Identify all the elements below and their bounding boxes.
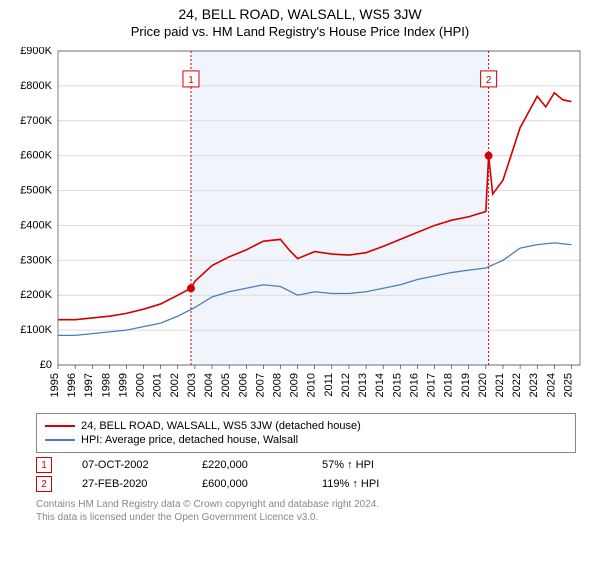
transaction-marker: 1	[36, 457, 52, 473]
svg-text:2008: 2008	[271, 373, 283, 397]
transaction-date: 27-FEB-2020	[82, 478, 172, 490]
svg-text:2017: 2017	[426, 373, 438, 397]
svg-text:2012: 2012	[340, 373, 352, 397]
svg-text:£700K: £700K	[20, 115, 52, 127]
svg-text:£100K: £100K	[20, 324, 52, 336]
svg-text:2014: 2014	[374, 373, 386, 397]
svg-text:2021: 2021	[494, 373, 506, 397]
transaction-row: 1 07-OCT-2002 £220,000 57% ↑ HPI	[36, 457, 576, 473]
legend-row: HPI: Average price, detached house, Wals…	[45, 434, 567, 446]
transaction-price: £600,000	[202, 478, 292, 490]
svg-text:2016: 2016	[408, 373, 420, 397]
legend-swatch	[45, 425, 75, 427]
svg-text:2002: 2002	[169, 373, 181, 397]
svg-text:2011: 2011	[323, 373, 335, 397]
svg-text:2009: 2009	[289, 373, 301, 397]
svg-text:£300K: £300K	[20, 254, 52, 266]
svg-text:2003: 2003	[186, 373, 198, 397]
legend-row: 24, BELL ROAD, WALSALL, WS5 3JW (detache…	[45, 420, 567, 432]
svg-text:2013: 2013	[357, 373, 369, 397]
svg-text:£0: £0	[40, 359, 52, 371]
transaction-row: 2 27-FEB-2020 £600,000 119% ↑ HPI	[36, 476, 576, 492]
svg-text:1: 1	[188, 75, 194, 86]
svg-text:2005: 2005	[220, 373, 232, 397]
transaction-marker: 2	[36, 476, 52, 492]
legend-box: 24, BELL ROAD, WALSALL, WS5 3JW (detache…	[36, 413, 576, 453]
footer-line-2: This data is licensed under the Open Gov…	[36, 511, 576, 524]
svg-text:2004: 2004	[203, 373, 215, 397]
chart-svg: £0 £100K £200K £300K £400K £500K £600K £700K £80…	[10, 47, 590, 407]
svg-text:1999: 1999	[117, 373, 129, 397]
svg-text:2007: 2007	[254, 373, 266, 397]
svg-text:2010: 2010	[306, 373, 318, 397]
svg-text:2000: 2000	[135, 373, 147, 397]
svg-text:£900K: £900K	[20, 47, 52, 57]
legend-label: 24, BELL ROAD, WALSALL, WS5 3JW (detache…	[81, 420, 361, 432]
page-subtitle: Price paid vs. HM Land Registry's House …	[0, 24, 600, 39]
svg-text:1996: 1996	[66, 373, 78, 397]
svg-text:1995: 1995	[49, 373, 61, 397]
svg-text:2023: 2023	[528, 373, 540, 397]
transaction-date: 07-OCT-2002	[82, 459, 172, 471]
svg-text:2025: 2025	[562, 373, 574, 397]
svg-text:£500K: £500K	[20, 185, 52, 197]
svg-text:1998: 1998	[100, 373, 112, 397]
footer-line-1: Contains HM Land Registry data © Crown c…	[36, 498, 576, 511]
svg-text:2015: 2015	[391, 373, 403, 397]
svg-text:£600K: £600K	[20, 150, 52, 162]
svg-text:2024: 2024	[545, 373, 557, 397]
svg-text:2020: 2020	[477, 373, 489, 397]
svg-text:2: 2	[486, 75, 492, 86]
footer-attribution: Contains HM Land Registry data © Crown c…	[36, 498, 576, 524]
transaction-delta: 119% ↑ HPI	[322, 478, 412, 490]
legend-label: HPI: Average price, detached house, Wals…	[81, 434, 298, 446]
svg-text:2006: 2006	[237, 373, 249, 397]
price-chart: £0 £100K £200K £300K £400K £500K £600K £700K £80…	[10, 47, 590, 407]
svg-text:2022: 2022	[511, 373, 523, 397]
transaction-delta: 57% ↑ HPI	[322, 459, 412, 471]
transaction-price: £220,000	[202, 459, 292, 471]
transaction-table: 1 07-OCT-2002 £220,000 57% ↑ HPI 2 27-FEB-202…	[36, 457, 576, 492]
svg-text:2018: 2018	[443, 373, 455, 397]
svg-text:2001: 2001	[152, 373, 164, 397]
svg-text:£800K: £800K	[20, 80, 52, 92]
svg-text:2019: 2019	[460, 373, 472, 397]
legend-swatch	[45, 439, 75, 441]
svg-text:£400K: £400K	[20, 219, 52, 231]
page-title: 24, BELL ROAD, WALSALL, WS5 3JW	[0, 6, 600, 22]
svg-text:1997: 1997	[83, 373, 95, 397]
svg-text:£200K: £200K	[20, 289, 52, 301]
